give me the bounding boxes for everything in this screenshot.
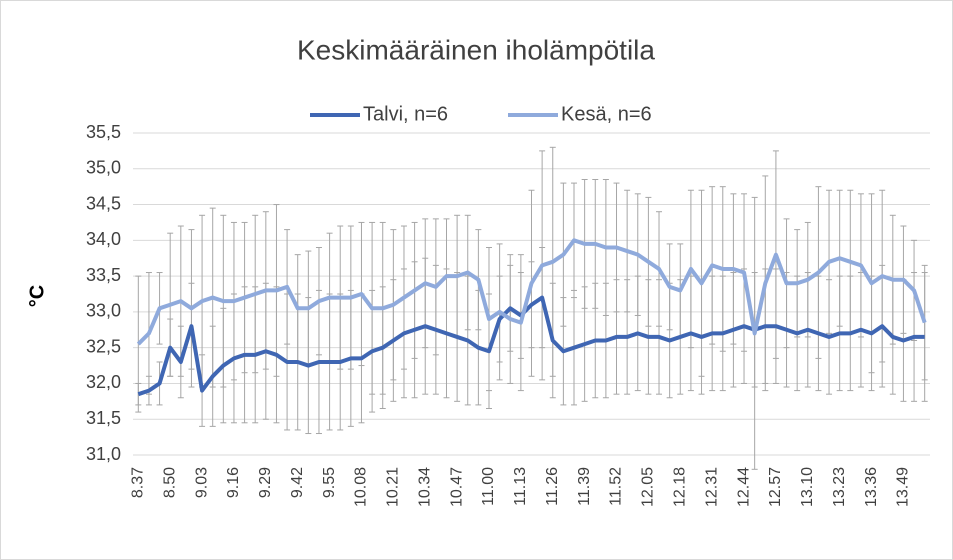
y-tick-label: 35,5	[86, 122, 121, 142]
y-tick-label: 32,5	[86, 336, 121, 356]
x-tick-label: 11.39	[576, 467, 593, 506]
x-tick-label: 9.29	[257, 467, 274, 498]
x-tick-label: 12.31	[703, 467, 720, 507]
y-tick-label: 32,0	[86, 372, 121, 392]
x-tick-label: 10.47	[448, 467, 465, 507]
x-tick-label: 13.36	[863, 467, 880, 507]
y-tick-label: 33,0	[86, 301, 121, 321]
x-tick-label: 12.44	[735, 467, 752, 507]
x-tick-label: 11.00	[480, 467, 497, 506]
y-tick-label: 31,5	[86, 408, 121, 428]
x-tick-label: 12.05	[640, 467, 657, 507]
x-tick-label: 12.57	[767, 467, 784, 507]
legend-label: Talvi, n=6	[363, 103, 448, 125]
x-tick-label: 11.26	[544, 467, 561, 506]
x-tick-label: 13.10	[799, 467, 816, 507]
y-tick-label: 31,0	[86, 444, 121, 464]
x-tick-label: 11.52	[608, 467, 625, 506]
series-line	[136, 238, 927, 346]
x-tick-label: 12.18	[671, 467, 688, 507]
x-tick-label: 9.42	[289, 467, 306, 498]
x-tick-label: 9.03	[193, 467, 210, 498]
series-line	[137, 295, 925, 397]
y-tick-label: 34,5	[86, 193, 121, 213]
x-tick-label: 9.16	[225, 467, 242, 498]
x-tick-label: 10.34	[416, 467, 433, 507]
x-tick-label: 9.55	[321, 467, 338, 498]
x-tick-label: 8.37	[130, 467, 147, 498]
x-tick-label: 10.08	[353, 467, 370, 507]
error-bar	[921, 264, 928, 381]
legend-label: Kesä, n=6	[561, 103, 652, 125]
chart-title: Keskimääräinen iholämpötila	[297, 34, 655, 65]
x-tick-label: 10.21	[385, 467, 402, 507]
y-tick-label: 33,5	[86, 265, 121, 285]
y-tick-label: 34,0	[86, 229, 121, 249]
x-tick-label: 8.50	[161, 467, 178, 498]
y-tick-label: 35,0	[86, 158, 121, 178]
x-tick-label: 13.49	[895, 467, 912, 507]
y-axis-label: °C	[26, 285, 48, 307]
x-tick-label: 11.13	[512, 467, 529, 506]
x-tick-label: 13.23	[831, 467, 848, 507]
